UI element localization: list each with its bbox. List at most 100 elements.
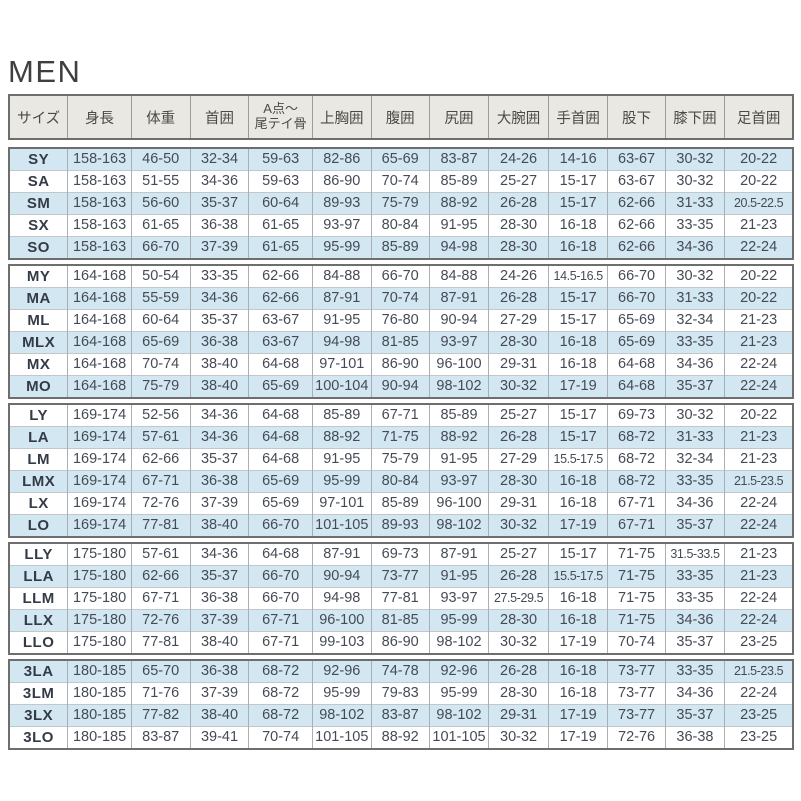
measurement-cell: 22-24: [724, 492, 793, 515]
measurement-cell: 16-18: [547, 331, 608, 354]
size-label: SO: [9, 236, 68, 259]
measurement-cell: 65-69: [607, 309, 666, 332]
measurement-cell: 33-35: [664, 565, 725, 588]
measurement-cell: 23-25: [724, 726, 793, 749]
measurement-cell: 87-91: [428, 543, 489, 566]
measurement-cell: 30-32: [488, 726, 549, 749]
measurement-cell: 70-74: [130, 353, 191, 376]
measurement-cell: 17-19: [547, 704, 608, 727]
measurement-cell: 91-95: [428, 214, 489, 237]
measurement-cell: 95-99: [428, 682, 489, 705]
measurement-cell: 97-101: [311, 492, 372, 515]
table-row: SA 158-163 51-55 34-36 59-63 86-90 70-74 85-89 2…: [9, 170, 793, 193]
header-row: サイズ 身長 体重 首囲 A点〜 尾テイ骨 上胸囲 腹囲 尻囲 大腕囲 手首囲 股下 膝下囲 足首囲: [9, 95, 793, 139]
measurement-cell: 86-90: [311, 170, 372, 193]
measurement-cell: 63-67: [607, 170, 666, 193]
size-group-S: SY 158-163 46-50 32-34 59-63 82-86 65-69 83-87 2…: [8, 147, 794, 260]
measurement-cell: 61-65: [130, 214, 191, 237]
measurement-cell: 64-68: [248, 353, 313, 376]
measurement-cell: 158-163: [67, 170, 132, 193]
measurement-cell: 62-66: [607, 192, 666, 215]
measurement-cell: 66-70: [248, 587, 313, 610]
measurement-cell: 71-75: [607, 587, 666, 610]
table-row: SO 158-163 66-70 37-39 61-65 95-99 85-89 94-98 2…: [9, 236, 793, 259]
measurement-cell: 90-94: [370, 375, 430, 398]
measurement-cell: 32-34: [664, 448, 725, 471]
measurement-cell: 38-40: [189, 375, 249, 398]
measurement-cell: 26-28: [488, 192, 549, 215]
measurement-cell: 36-38: [664, 726, 725, 749]
measurement-cell: 96-100: [428, 492, 489, 515]
measurement-cell: 16-18: [547, 587, 608, 610]
measurement-cell: 87-91: [311, 287, 372, 310]
measurement-cell: 96-100: [311, 609, 372, 632]
measurement-cell: 22-24: [724, 353, 793, 376]
measurement-cell: 26-28: [488, 660, 549, 683]
measurement-cell: 24-26: [488, 148, 549, 171]
measurement-cell: 35-37: [189, 309, 249, 332]
measurement-cell: 65-69: [248, 492, 313, 515]
measurement-cell: 31-33: [664, 192, 725, 215]
measurement-cell: 22-24: [724, 587, 793, 610]
measurement-cell: 56-60: [130, 192, 191, 215]
measurement-cell: 17-19: [547, 726, 608, 749]
measurement-cell: 90-94: [428, 309, 489, 332]
measurement-cell: 29-31: [488, 704, 549, 727]
size-label: ML: [9, 309, 68, 332]
column-header: 手首囲: [547, 95, 608, 139]
measurement-cell: 64-68: [248, 448, 313, 471]
measurement-cell: 85-89: [428, 404, 489, 427]
measurement-cell: 101-105: [311, 726, 372, 749]
measurement-cell: 25-27: [488, 404, 549, 427]
measurement-cell: 33-35: [664, 587, 725, 610]
measurement-cell: 14.5-16.5: [547, 265, 608, 288]
table-row: LO 169-174 77-81 38-40 66-70 101-105 89-93 98-1…: [9, 514, 793, 537]
measurement-cell: 86-90: [370, 631, 430, 654]
measurement-cell: 39-41: [189, 726, 249, 749]
size-label: LLA: [9, 565, 68, 588]
measurement-cell: 67-71: [130, 470, 191, 493]
measurement-cell: 34-36: [189, 426, 249, 449]
measurement-cell: 94-98: [428, 236, 489, 259]
measurement-cell: 87-91: [311, 543, 372, 566]
measurement-cell: 34-36: [189, 543, 249, 566]
measurement-cell: 72-76: [130, 492, 191, 515]
size-label: SX: [9, 214, 68, 237]
size-table-header: サイズ 身長 体重 首囲 A点〜 尾テイ骨 上胸囲 腹囲 尻囲 大腕囲 手首囲 股下 膝下囲 足首囲: [8, 94, 794, 140]
measurement-cell: 34-36: [664, 236, 725, 259]
measurement-cell: 35-37: [664, 514, 725, 537]
measurement-cell: 68-72: [607, 470, 666, 493]
measurement-cell: 38-40: [189, 353, 249, 376]
measurement-cell: 15-17: [547, 192, 608, 215]
measurement-cell: 91-95: [428, 565, 489, 588]
measurement-cell: 66-70: [248, 514, 313, 537]
measurement-cell: 98-102: [428, 631, 489, 654]
measurement-cell: 169-174: [67, 492, 132, 515]
size-label: SY: [9, 148, 68, 171]
measurement-cell: 22-24: [724, 609, 793, 632]
measurement-cell: 28-30: [488, 214, 549, 237]
measurement-cell: 50-54: [130, 265, 191, 288]
measurement-cell: 97-101: [311, 353, 372, 376]
measurement-cell: 55-59: [130, 287, 191, 310]
measurement-cell: 175-180: [67, 565, 132, 588]
measurement-cell: 20-22: [724, 404, 793, 427]
measurement-cell: 92-96: [428, 660, 489, 683]
measurement-cell: 61-65: [248, 236, 313, 259]
measurement-cell: 20-22: [724, 170, 793, 193]
column-header: 体重: [130, 95, 191, 139]
measurement-cell: 15-17: [547, 287, 608, 310]
column-header: 上胸囲: [311, 95, 372, 139]
table-row: ML 164-168 60-64 35-37 63-67 91-95 76-80 90-94 2…: [9, 309, 793, 332]
measurement-cell: 36-38: [189, 660, 249, 683]
measurement-cell: 164-168: [67, 265, 132, 288]
measurement-cell: 77-81: [130, 514, 191, 537]
measurement-cell: 71-76: [130, 682, 191, 705]
measurement-cell: 65-69: [248, 470, 313, 493]
table-row: LM 169-174 62-66 35-37 64-68 91-95 75-79 91-95 2…: [9, 448, 793, 471]
measurement-cell: 83-87: [428, 148, 489, 171]
measurement-cell: 69-73: [370, 543, 430, 566]
measurement-cell: 60-64: [130, 309, 191, 332]
measurement-cell: 26-28: [488, 426, 549, 449]
measurement-cell: 71-75: [607, 609, 666, 632]
